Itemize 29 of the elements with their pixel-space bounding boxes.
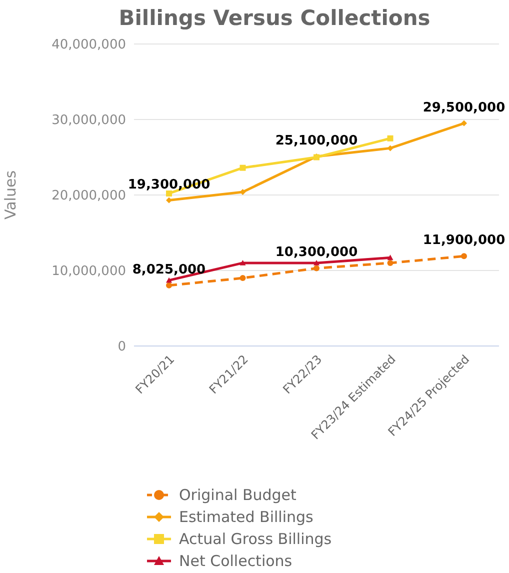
legend-label: Actual Gross Billings (179, 529, 332, 550)
chart-title: Billings Versus Collections (118, 5, 432, 32)
point (166, 282, 172, 288)
data-label: 8,025,000 (132, 262, 206, 278)
legend-label: Original Budget (179, 485, 296, 506)
legend-label: Net Collections (179, 551, 292, 572)
data-label: 25,100,000 (275, 133, 358, 148)
point (387, 254, 394, 260)
point (314, 265, 320, 272)
point (387, 260, 394, 266)
y-tick-label: 10,000,000 (52, 264, 126, 280)
y-axis-title: Values (1, 170, 20, 220)
data-label: 29,500,000 (422, 100, 506, 116)
point (240, 275, 246, 282)
point (166, 277, 172, 283)
point (461, 120, 467, 126)
point (461, 253, 467, 260)
y-tick-label: 40,000,000 (52, 38, 126, 53)
data-label: 10,300,000 (275, 245, 358, 260)
y-tick-label: 0 (118, 340, 126, 355)
data-label: 11,900,000 (422, 233, 506, 248)
point (314, 260, 320, 266)
y-tick-label: 30,000,000 (52, 113, 126, 128)
point (240, 164, 246, 171)
point (166, 197, 172, 204)
point (240, 260, 246, 266)
y-tick-label: 20,000,000 (52, 188, 126, 204)
legend-label: Estimated Billings (179, 507, 314, 528)
point (387, 135, 394, 142)
